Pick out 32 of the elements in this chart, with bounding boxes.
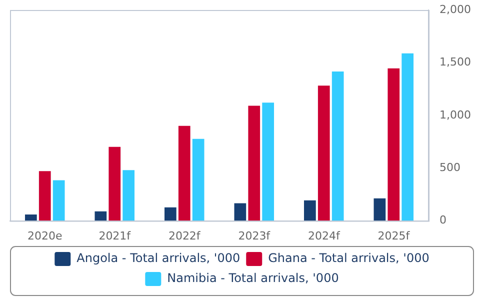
legend-label: Angola - Total arrivals, '000: [76, 251, 240, 266]
bar: [304, 200, 316, 221]
bar: [192, 138, 204, 221]
x-tick-label: 2021f: [98, 229, 132, 242]
x-tick-label: 2025f: [378, 229, 411, 242]
y-tick-label: 2,000: [440, 2, 472, 16]
bar: [374, 198, 386, 221]
bar: [332, 71, 344, 221]
bar: [262, 102, 274, 221]
bar: [234, 203, 246, 221]
bar: [108, 146, 121, 221]
bar: [178, 126, 190, 221]
y-tick-label: 1,500: [440, 56, 472, 69]
legend-label: Namibia - Total arrivals, '000: [167, 271, 339, 286]
y-tick-label: 0: [440, 214, 447, 227]
bar: [94, 211, 107, 221]
bar: [38, 171, 51, 221]
bar: [318, 86, 330, 221]
x-tick-label: 2024f: [308, 229, 341, 242]
bar: [388, 68, 400, 221]
x-tick-label: 2022f: [168, 229, 202, 242]
x-tick-label: 2023f: [238, 229, 272, 242]
bar: [24, 214, 37, 221]
bar: [52, 180, 65, 221]
bar: [248, 106, 260, 221]
legend-label: Ghana - Total arrivals, '000: [268, 251, 430, 266]
bar: [164, 207, 176, 221]
x-tick-label: 2020e: [27, 229, 62, 242]
bar: [402, 53, 414, 221]
y-tick-label: 1,000: [440, 108, 472, 122]
y-tick-label: 500: [440, 160, 461, 174]
bar: [122, 170, 135, 221]
